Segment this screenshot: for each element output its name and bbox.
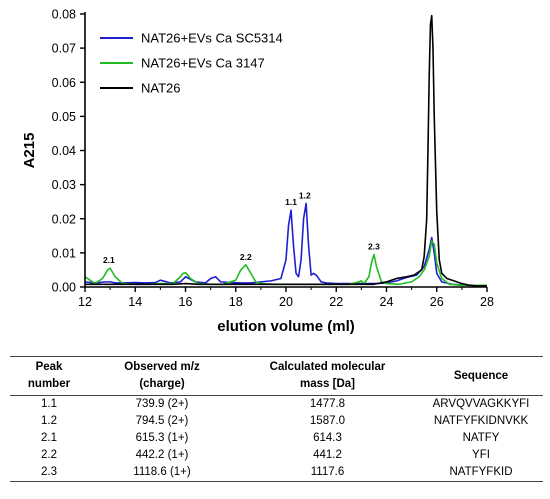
cell-peak: 1.1 (41, 398, 57, 410)
cell-peak: 2.2 (41, 449, 57, 461)
y-tick-label: 0.03 (52, 178, 76, 192)
header-observed-mz: Observed m/z (charge) (88, 357, 236, 396)
y-tick-label: 0.08 (52, 8, 76, 22)
cell-mass: 614.3 (313, 432, 342, 444)
header-sequence: Sequence (453, 369, 509, 382)
x-tick-label: 22 (329, 295, 343, 309)
peak-table: Peak number Observed m/z (charge) Calcul… (10, 356, 543, 482)
y-tick-label: 0.06 (52, 76, 76, 90)
header-peak-number: Peak number (10, 357, 88, 396)
cell-mass: 1477.8 (309, 398, 346, 410)
x-axis-title: elution volume (ml) (217, 318, 355, 335)
header-mz-line2: (charge) (139, 378, 185, 390)
x-tick-label: 28 (480, 295, 494, 309)
peak-label: 2.2 (240, 252, 252, 262)
y-tick-label: 0.01 (52, 246, 76, 260)
series-line (84, 240, 487, 287)
peak-label: 2.1 (103, 255, 115, 265)
y-tick-label: 0.02 (52, 212, 76, 226)
header-peak-line1: Peak (35, 361, 63, 373)
header-calculated-mass: Calculated molecular mass [Da] (236, 357, 419, 396)
y-tick-label: 0.05 (52, 110, 76, 124)
cell-mass: 1117.6 (310, 466, 345, 478)
x-tick-label: 18 (229, 295, 243, 309)
cell-mz: 615.3 (1+) (135, 432, 189, 444)
x-tick-label: 12 (78, 295, 92, 309)
x-tick-label: 16 (179, 295, 193, 309)
header-mz-line1: Observed m/z (124, 361, 200, 373)
cell-mz: 1118.6 (1+) (133, 466, 191, 478)
peak-label: 2.3 (368, 242, 380, 252)
chart-svg: NAT26+EVs Ca SC5314 NAT26+EVs Ca 3147 NAT2… (21, 8, 494, 336)
peak-label: 1.2 (299, 190, 311, 200)
x-tick-label: 24 (380, 295, 394, 309)
x-tick-label: 26 (430, 295, 444, 309)
table-row: 1.1 739.9 (2+) 1477.8 ARVQVVAGKKYFI (10, 396, 543, 414)
cell-sequence: NATFYFKID (449, 466, 513, 478)
cell-mass: 1587.0 (309, 415, 346, 427)
cell-mz: 442.2 (1+) (135, 449, 189, 461)
table-row: 2.1 615.3 (1+) 614.3 NATFY (10, 430, 543, 447)
cell-mz: 794.5 (2+) (135, 415, 189, 427)
header-mass-line2: mass [Da] (300, 378, 355, 390)
table-header-row: Peak number Observed m/z (charge) Calcul… (10, 356, 543, 396)
table-body: 1.1 739.9 (2+) 1477.8 ARVQVVAGKKYFI 1.2 … (10, 396, 543, 482)
cell-sequence: NATFY (462, 432, 500, 444)
cell-sequence: ARVQVVAGKKYFI (432, 398, 530, 410)
series-line (85, 14, 487, 287)
chromatogram-chart: NAT26+EVs Ca SC5314 NAT26+EVs Ca 3147 NAT2… (21, 8, 494, 336)
legend-label: NAT26+EVs Ca SC5314 (141, 31, 283, 46)
cell-sequence: NATFYFKIDNVKK (433, 415, 529, 427)
legend-label: NAT26 (141, 81, 181, 96)
x-tick-label: 14 (128, 295, 142, 309)
y-axis-title: A215 (21, 133, 38, 169)
table-row: 1.2 794.5 (2+) 1587.0 NATFYFKIDNVKK (10, 413, 543, 430)
cell-sequence: YFI (472, 449, 490, 461)
cell-peak: 2.3 (41, 466, 57, 478)
cell-mz: 739.9 (2+) (135, 398, 189, 410)
cell-mass: 441.2 (313, 449, 342, 461)
y-tick-label: 0.00 (52, 281, 76, 295)
table-row: 2.3 1118.6 (1+) 1117.6 NATFYFKID (10, 464, 543, 482)
legend-label: NAT26+EVs Ca 3147 (141, 56, 265, 71)
x-tick-label: 20 (279, 295, 293, 309)
y-tick-label: 0.07 (52, 42, 76, 56)
y-tick-label: 0.04 (52, 144, 76, 158)
table-row: 2.2 442.2 (1+) 441.2 YFI (10, 447, 543, 464)
header-mass-line1: Calculated molecular (269, 361, 386, 373)
peak-label: 1.1 (285, 197, 297, 207)
cell-peak: 1.2 (41, 415, 57, 427)
cell-peak: 2.1 (41, 432, 57, 444)
table-header: Peak number Observed m/z (charge) Calcul… (10, 356, 543, 396)
header-peak-line2: number (27, 378, 71, 390)
